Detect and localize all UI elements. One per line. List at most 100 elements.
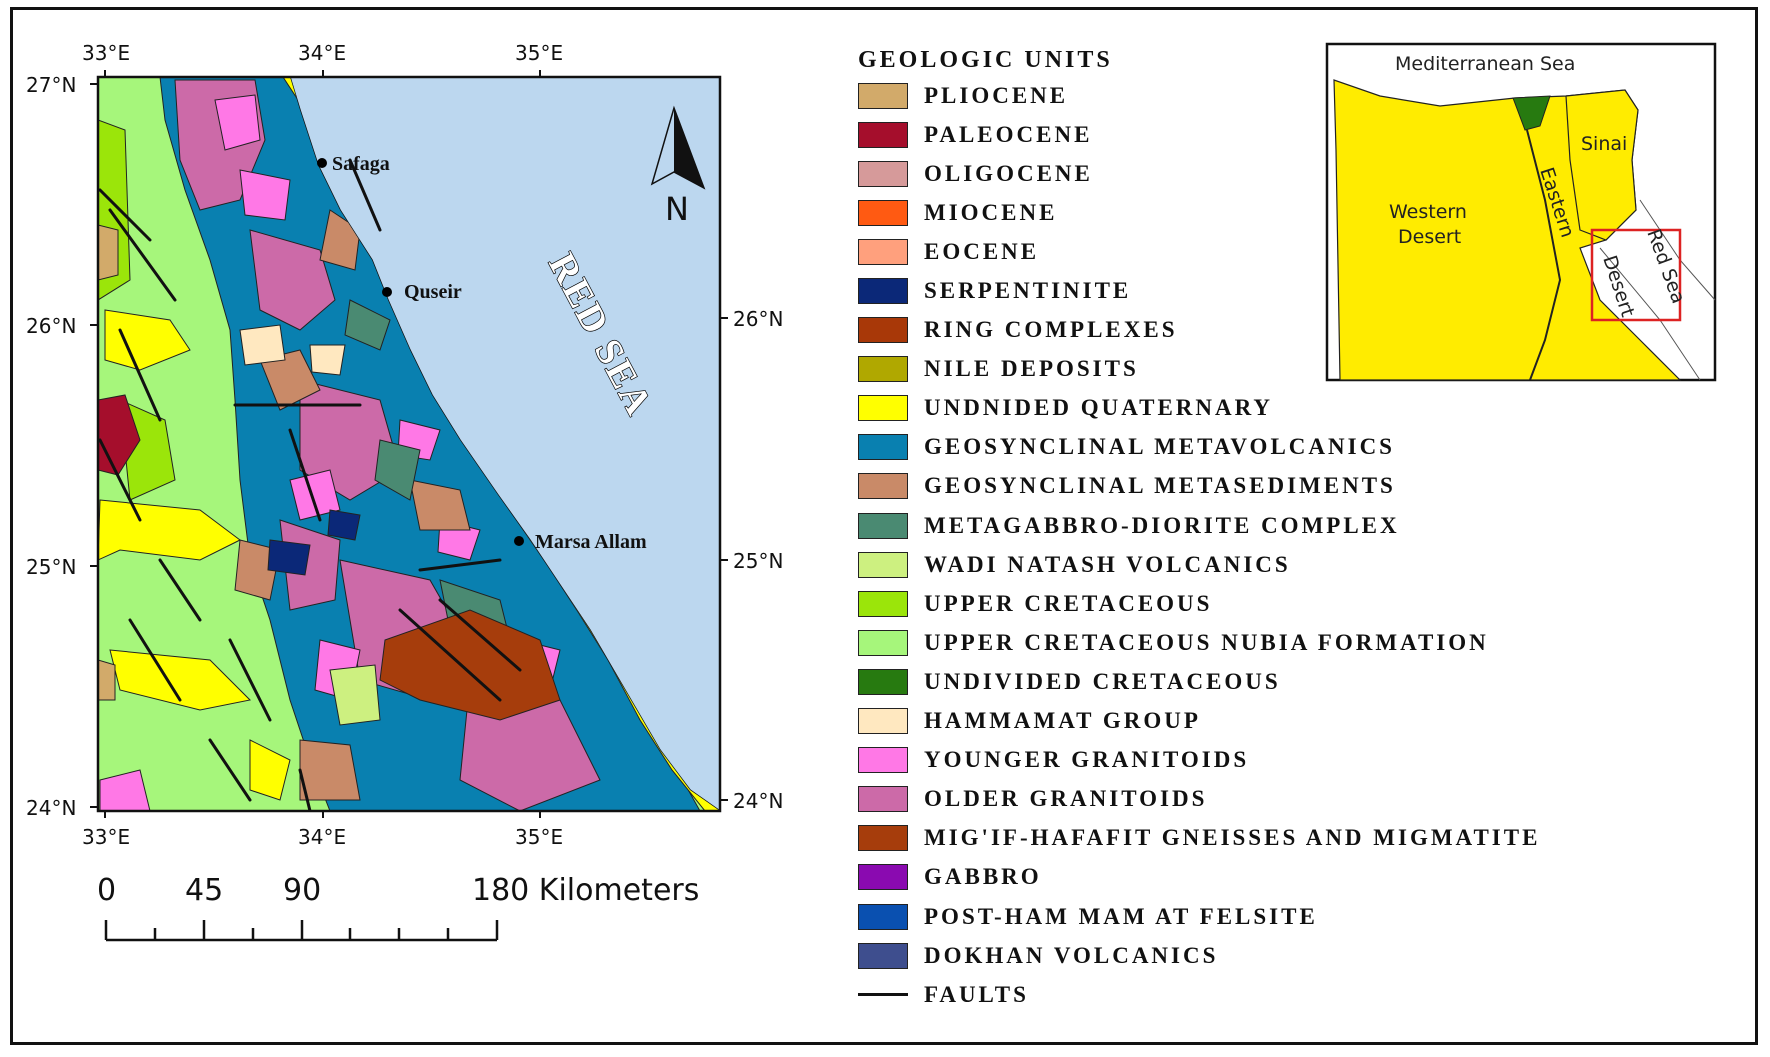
quseir-marker [382,287,392,297]
legend-item: PLIOCENE [858,76,1658,115]
legend-item: NILE DEPOSITS [858,350,1658,389]
north-arrow-icon [650,105,706,190]
marsa-allam-marker [514,536,524,546]
lat-label-left-26: 26°N [26,314,76,338]
legend-swatch [858,903,908,930]
legend-item: WADI NATASH VOLCANICS [858,545,1658,584]
legend-swatch [858,786,908,813]
legend-item-faults: FAULTS [858,975,1658,1014]
legend-swatch [858,708,908,735]
inset-map [1325,42,1717,382]
legend-swatch [858,160,908,187]
legend-label: UNDIVIDED CRETACEOUS [924,668,1281,694]
scale-label-45: 45 [185,873,223,908]
legend-label: PLIOCENE [924,82,1069,108]
legend-swatch [858,395,908,422]
place-label-safaga: Safaga [332,153,390,175]
lon-label-top-34: 34°E [298,41,346,65]
legend-item: DOKHAN VOLCANICS [858,936,1658,975]
legend-item: GABBRO [858,858,1658,897]
legend-label: GEOSYNCLINAL METASEDIMENTS [924,473,1396,499]
lat-label-left-24: 24°N [26,796,76,820]
legend-item: UPPER CRETACEOUS NUBIA FORMATION [858,623,1658,662]
place-label-marsa-allam: Marsa Allam [535,531,647,553]
lon-label-top-33: 33°E [82,41,130,65]
legend-swatch [858,434,908,461]
legend-item: UNDNIDED QUATERNARY [858,389,1658,428]
legend-label: WADI NATASH VOLCANICS [924,551,1291,577]
lat-label-right-26: 26°N [733,307,783,331]
legend-item: METAGABBRO-DIORITE COMPLEX [858,506,1658,545]
legend-item: UPPER CRETACEOUS [858,584,1658,623]
fault-line-swatch [858,993,908,997]
legend-label: GABBRO [924,864,1042,890]
legend-item: POST-HAM MAM AT FELSITE [858,897,1658,936]
legend-swatch [858,356,908,383]
lat-label-left-27: 27°N [26,73,76,97]
map-border [96,75,722,813]
lon-label-bottom-33: 33°E [82,825,130,849]
legend-label: RING COMPLEXES [924,317,1178,343]
study-area-box [1590,228,1682,322]
legend-item: OLDER GRANITOIDS [858,780,1658,819]
legend-label: DOKHAN VOLCANICS [924,942,1219,968]
legend-swatch [858,668,908,695]
legend-item: PALEOCENE [858,115,1658,154]
legend-label: PALEOCENE [924,121,1093,147]
legend-label-faults: FAULTS [924,981,1029,1007]
legend-item: SERPENTINITE [858,271,1658,310]
north-label: N [665,190,689,228]
legend-label: POST-HAM MAM AT FELSITE [924,903,1318,929]
place-label-quseir: Quseir [404,281,462,303]
safaga-marker [317,158,327,168]
legend-label: UPPER CRETACEOUS [924,590,1213,616]
figure-frame [10,7,1758,1045]
legend-swatch [858,238,908,265]
lat-label-right-25: 25°N [733,549,783,573]
legend-item: MIG'IF-HAFAFIT GNEISSES AND MIGMATITE [858,819,1658,858]
legend-swatch [858,942,908,969]
legend-swatch [858,121,908,148]
legend-swatch [858,590,908,617]
legend-label: MIOCENE [924,199,1058,225]
inset-label-mediterranean: Mediterranean Sea [1395,53,1575,75]
legend-swatch [858,512,908,539]
inset-label-sinai: Sinai [1581,133,1627,155]
legend-label: EOCENE [924,238,1040,264]
legend-swatch [858,278,908,305]
inset-label-western-desert: Desert [1398,226,1461,248]
legend-item: GEOSYNCLINAL METASEDIMENTS [858,467,1658,506]
legend-swatch [858,864,908,891]
legend-label: MIG'IF-HAFAFIT GNEISSES AND MIGMATITE [924,825,1541,851]
legend-label: OLIGOCENE [924,160,1093,186]
legend-items: PLIOCENE PALEOCENE OLIGOCENE MIOCENE EOCENE S… [858,76,1658,975]
legend-item: YOUNGER GRANITOIDS [858,741,1658,780]
fault-lines [98,158,522,811]
lon-label-bottom-35: 35°E [515,825,563,849]
legend-swatch [858,825,908,852]
legend-item: EOCENE [858,232,1658,271]
scale-label-0: 0 [97,873,116,908]
legend-label: SERPENTINITE [924,278,1132,304]
legend-item: RING COMPLEXES [858,311,1658,350]
legend-label: GEOSYNCLINAL METAVOLCANICS [924,434,1395,460]
legend: GEOLOGIC UNITS PLIOCENE PALEOCENE OLIGOCEN… [858,44,1658,1014]
legend-swatch [858,747,908,774]
inset-label-western: Western [1389,201,1467,223]
lat-label-right-24: 24°N [733,789,783,813]
legend-label: UNDNIDED QUATERNARY [924,395,1274,421]
legend-swatch [858,199,908,226]
lat-label-left-25: 25°N [26,555,76,579]
lon-label-bottom-34: 34°E [298,825,346,849]
legend-swatch [858,317,908,344]
legend-swatch [858,82,908,109]
scale-label-180: 180 Kilometers [472,873,699,908]
legend-label: HAMMAMAT GROUP [924,708,1201,734]
legend-label: YOUNGER GRANITOIDS [924,747,1250,773]
legend-swatch [858,473,908,500]
scale-label-90: 90 [283,873,321,908]
legend-swatch [858,551,908,578]
scale-bar [104,920,499,942]
legend-item: UNDIVIDED CRETACEOUS [858,662,1658,701]
